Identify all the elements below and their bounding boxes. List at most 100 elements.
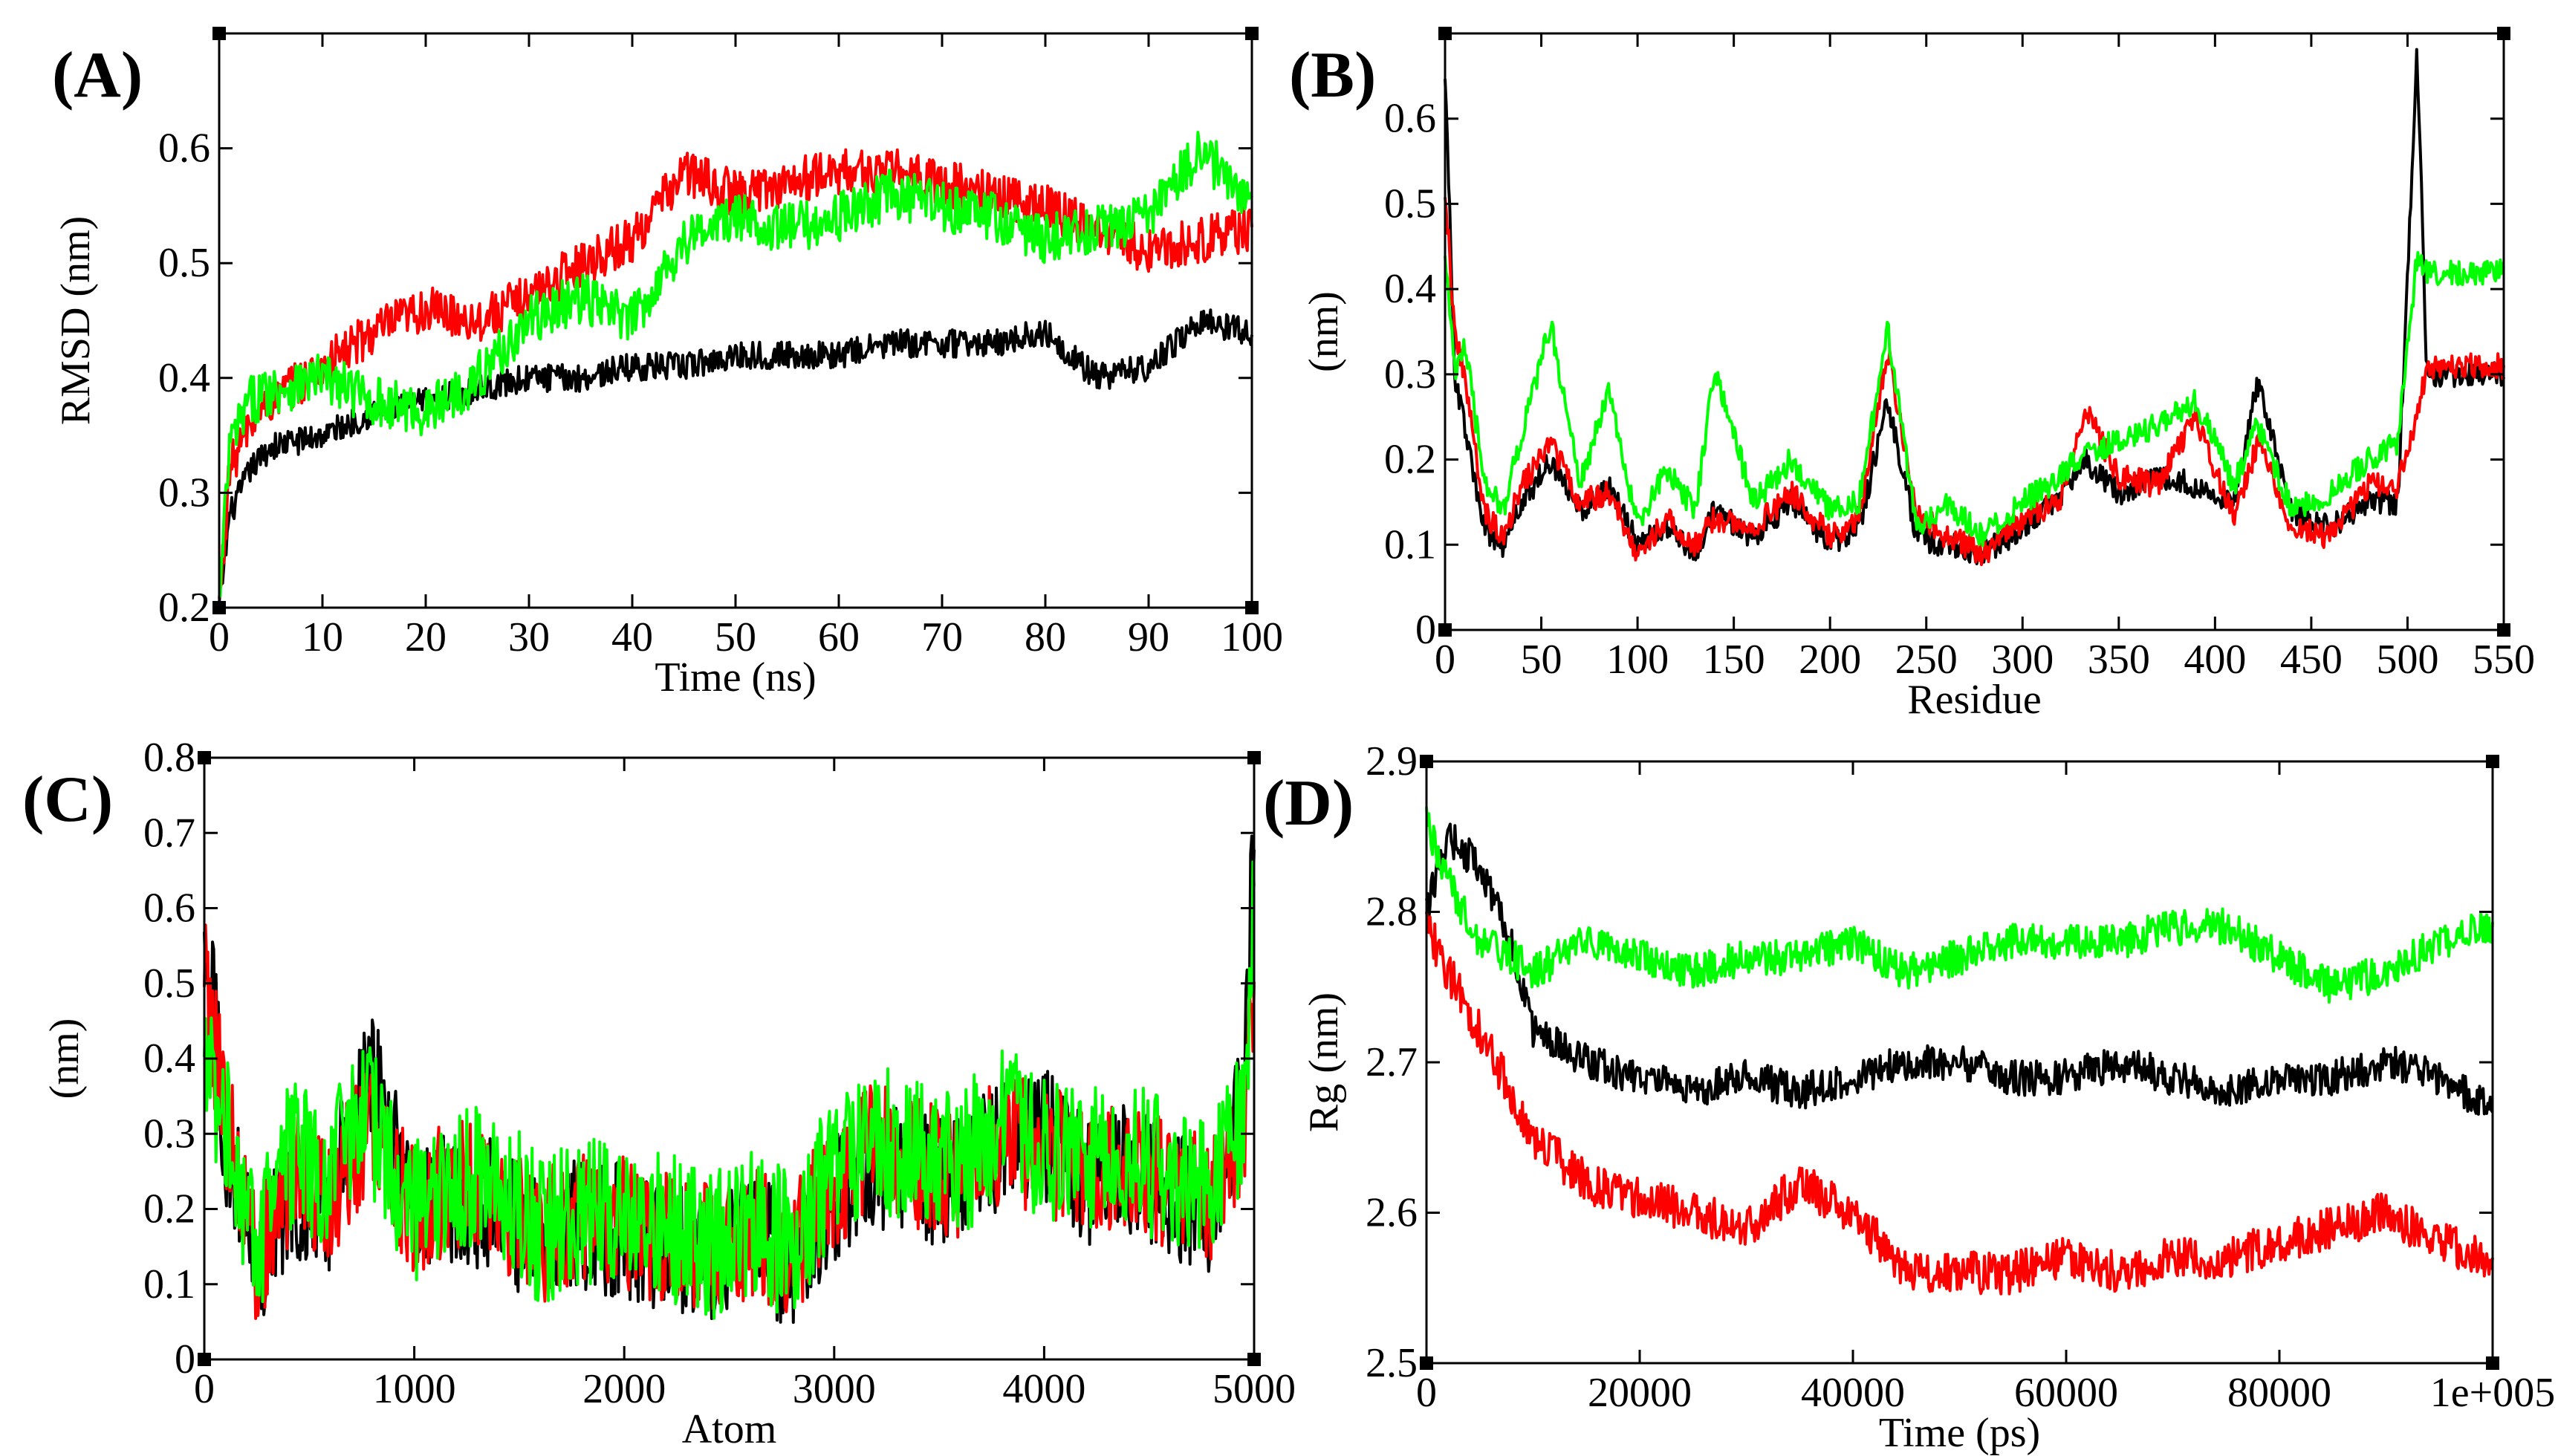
- x-tick-label: 4000: [1002, 1366, 1085, 1412]
- corner-marker: [212, 601, 226, 614]
- x-axis-label: Time (ps): [1879, 1410, 2040, 1456]
- x-tick-label: 1000: [373, 1366, 456, 1412]
- series-line-green: [1444, 251, 2505, 547]
- y-tick-label: 0.3: [143, 1111, 195, 1157]
- x-tick-label: 60: [818, 614, 860, 660]
- x-tick-label: 2000: [582, 1366, 666, 1412]
- corner-marker: [198, 751, 211, 764]
- y-tick-label: 2.9: [1366, 738, 1418, 784]
- x-tick-label: 70: [921, 614, 963, 660]
- series-line-green: [218, 131, 1253, 598]
- x-tick-label: 250: [1895, 637, 1958, 683]
- corner-marker: [1245, 27, 1259, 40]
- y-tick-label: 0.2: [143, 1186, 195, 1232]
- x-tick-label: 150: [1703, 637, 1765, 683]
- y-tick-label: 0.1: [143, 1261, 195, 1307]
- corner-marker: [1438, 623, 1452, 637]
- y-tick-label: 0.3: [158, 469, 210, 516]
- plot-frame: [218, 32, 1253, 609]
- x-tick-label: 500: [2376, 637, 2438, 683]
- y-axis-label: RMSD (nm): [53, 216, 99, 426]
- panel-letter: (B): [1289, 39, 1376, 111]
- y-tick-label: 0.4: [1384, 266, 1436, 312]
- x-tick-label: 0: [1435, 637, 1455, 683]
- x-tick-label: 20: [405, 614, 447, 660]
- y-axis-label: (nm): [42, 1018, 88, 1099]
- x-tick-label: 20000: [1588, 1370, 1692, 1416]
- x-tick-label: 100: [1606, 637, 1669, 683]
- panel-b-residue: 0 50 100 150 200 250 300 350 400 450 500 550 0 0.1 0.2…: [1289, 27, 2535, 723]
- x-tick-label: 0: [209, 614, 230, 660]
- y-tick-label: 0: [1415, 607, 1436, 653]
- x-tick-label: 5000: [1213, 1366, 1296, 1412]
- x-tick-label: 50: [715, 614, 756, 660]
- y-tick-label: 2.5: [1366, 1340, 1418, 1386]
- x-tick-label: 0: [194, 1366, 215, 1412]
- y-tick-label: 0.6: [143, 885, 195, 932]
- series-line-red: [1444, 197, 2505, 567]
- y-tick-label: 0.6: [1384, 96, 1436, 142]
- corner-marker: [2486, 755, 2499, 768]
- y-tick-label: 0.5: [143, 961, 195, 1007]
- panel-letter: (A): [52, 39, 143, 111]
- corner-marker: [2497, 623, 2510, 637]
- y-tick-label: 2.8: [1366, 889, 1418, 935]
- y-tick-label: 0.2: [158, 585, 210, 631]
- y-axis-label: (nm): [1301, 291, 1347, 372]
- x-tick-label: 3000: [793, 1366, 876, 1412]
- x-tick-label: 40: [611, 614, 653, 660]
- x-tick-label: 80000: [2227, 1370, 2331, 1416]
- series-line-red: [1425, 911, 2494, 1296]
- y-tick-label: 0.7: [143, 810, 195, 856]
- series-line-green: [203, 860, 1256, 1320]
- panel-d-radius-of-gyration: 0 20000 40000 60000 80000 1e+005 2.5 2.6 2.7 2.8 2…: [1263, 738, 2555, 1456]
- panel-letter: (C): [22, 764, 113, 836]
- corner-marker: [2486, 1356, 2499, 1370]
- x-tick-label: 40000: [1801, 1370, 1905, 1416]
- y-tick-label: 0.4: [143, 1036, 195, 1082]
- x-tick-label: 50: [1521, 637, 1562, 683]
- plot-frame: [1444, 32, 2505, 631]
- x-axis-label: Residue: [1907, 677, 2041, 723]
- y-tick-label: 2.7: [1366, 1039, 1418, 1085]
- corner-marker: [1420, 1356, 1433, 1370]
- x-tick-label: 450: [2280, 637, 2343, 683]
- x-tick-label: 100: [1221, 614, 1283, 660]
- x-tick-label: 300: [1991, 637, 2054, 683]
- corner-marker: [1438, 27, 1452, 40]
- corner-marker: [1420, 755, 1433, 768]
- y-tick-label: 0.5: [158, 240, 210, 286]
- x-tick-label: 350: [2088, 637, 2150, 683]
- x-tick-label: 90: [1128, 614, 1169, 660]
- x-tick-label: 10: [302, 614, 343, 660]
- corner-marker: [1247, 751, 1261, 764]
- x-tick-label: 400: [2184, 637, 2246, 683]
- x-tick-label: 1e+005: [2430, 1370, 2555, 1416]
- y-axis-label: Rg (nm): [1301, 992, 1347, 1132]
- x-tick-label: 550: [2473, 637, 2535, 683]
- panel-letter: (D): [1263, 767, 1354, 839]
- series-line-green: [1425, 807, 2494, 1004]
- x-tick-label: 0: [1416, 1370, 1437, 1416]
- y-tick-label: 0.3: [1384, 351, 1436, 397]
- x-tick-label: 200: [1799, 637, 1861, 683]
- corner-marker: [1245, 601, 1259, 614]
- series-line-black: [1444, 48, 2505, 565]
- y-tick-label: 2.6: [1366, 1190, 1418, 1236]
- x-axis-label: Atom: [682, 1406, 777, 1452]
- panel-c-atom: 0 1000 2000 3000 4000 5000 0 0.1 0.2 0.3 0.4 0.5 0.6…: [22, 735, 1296, 1452]
- x-axis-label: Time (ns): [655, 654, 816, 701]
- series-line-black: [218, 308, 1253, 604]
- panel-a-rmsd: 0 10 20 30 40 50 60 70 80 90 100 0.2 0.3 0.4 0.5 0.6 Tim…: [52, 27, 1283, 701]
- corner-marker: [212, 27, 226, 40]
- y-tick-label: 0.1: [1384, 521, 1436, 568]
- x-tick-label: 80: [1025, 614, 1066, 660]
- corner-marker: [198, 1353, 211, 1366]
- y-tick-label: 0.2: [1384, 437, 1436, 483]
- x-tick-label: 60000: [2014, 1370, 2118, 1416]
- series-line-black: [1425, 822, 2494, 1116]
- x-tick-label: 30: [508, 614, 550, 660]
- y-tick-label: 0: [175, 1336, 195, 1382]
- y-tick-label: 0.6: [158, 126, 210, 172]
